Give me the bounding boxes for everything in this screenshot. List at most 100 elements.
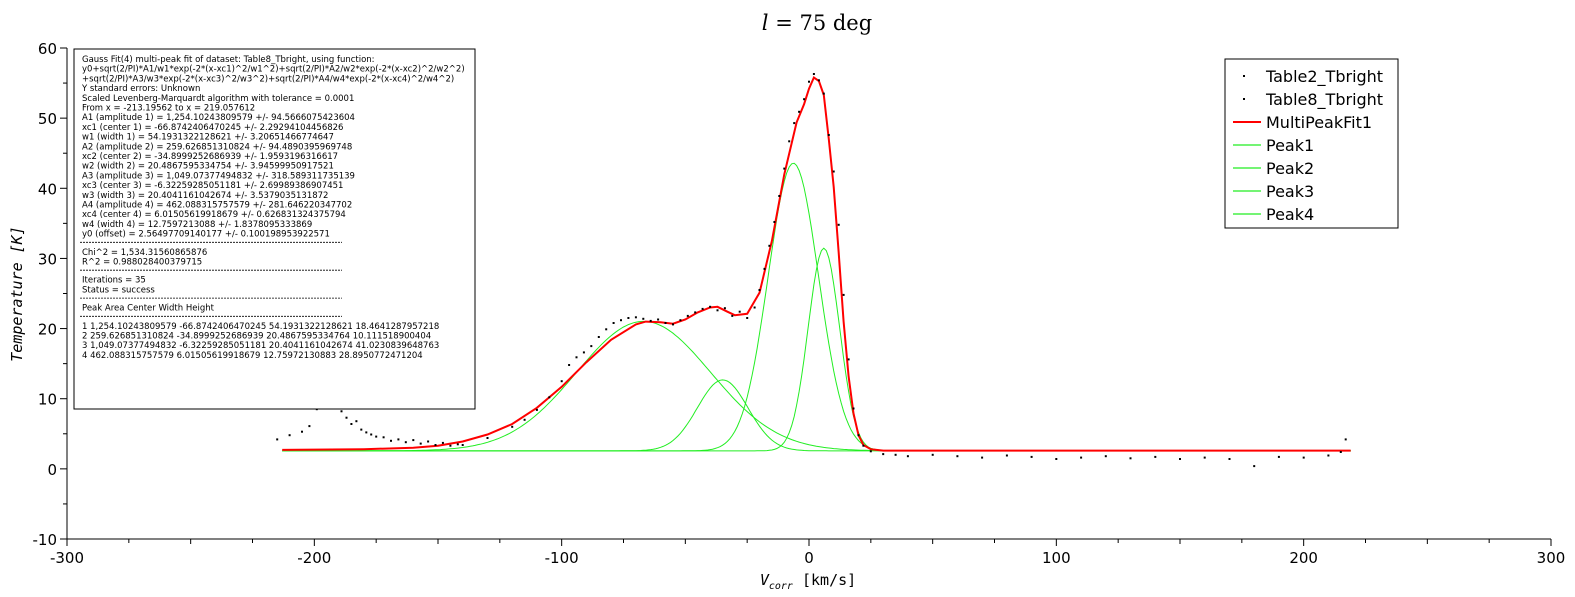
annotation-line: xc4 (center 4) = 6.01505619918679 +/- 0.…	[82, 210, 346, 220]
y-tick-label: 20	[38, 321, 57, 339]
annotation-line: xc3 (center 3) = -6.32259285051181 +/- 2…	[82, 181, 343, 191]
annotation-line: w3 (width 3) = 20.4041161042674 +/- 3.53…	[82, 191, 328, 201]
data-point	[1005, 454, 1008, 457]
legend-items: Table2_Tbright Table8_Tbright MultiPeakFit…	[1233, 67, 1383, 224]
data-point	[340, 410, 343, 413]
y-axis-title: Temperature [K]	[8, 226, 26, 361]
y-tick-label: 40	[38, 180, 57, 198]
annotation-line: Iterations = 35	[82, 276, 146, 286]
data-point	[1030, 455, 1033, 458]
data-point	[397, 438, 400, 441]
data-point	[1104, 455, 1107, 458]
data-point	[345, 416, 348, 419]
data-point	[808, 80, 810, 83]
data-point	[827, 134, 830, 136]
annotation-line: xc2 (center 2) = -34.8999252686939 +/- 1…	[82, 152, 338, 162]
data-point	[812, 73, 815, 75]
data-point	[773, 221, 776, 223]
data-point	[731, 314, 734, 317]
chart-title: l = 75 deg	[762, 11, 872, 35]
legend-item-peak4[interactable]: Peak4	[1266, 205, 1314, 224]
data-point	[1327, 454, 1330, 457]
annotation-line: w4 (width 4) = 12.7597213088 +/- 1.83780…	[82, 220, 312, 230]
data-point	[1228, 458, 1231, 460]
legend-item-peak1[interactable]: Peak1	[1266, 136, 1314, 155]
data-point	[308, 425, 311, 428]
x-tick-label: -100	[545, 549, 579, 567]
data-point	[456, 443, 459, 446]
data-point	[664, 322, 667, 324]
data-point	[370, 433, 373, 436]
annotation-line: A4 (amplitude 4) = 462.088315757579 +/- …	[82, 201, 352, 211]
data-point	[906, 455, 909, 458]
data-point	[461, 444, 464, 446]
annotation-line: A1 (amplitude 1) = 1,254.10243809579 +/-…	[82, 113, 355, 123]
data-point	[449, 444, 452, 447]
data-point	[511, 425, 514, 428]
annotation-line: Peak Area Center Width Height	[82, 304, 215, 314]
data-point	[981, 456, 984, 459]
data-point	[350, 423, 353, 425]
data-point	[931, 453, 934, 456]
data-point	[355, 420, 358, 423]
data-point	[738, 310, 741, 313]
data-point	[716, 309, 719, 312]
data-point	[832, 170, 835, 173]
legend-marker	[1243, 98, 1245, 100]
data-point	[301, 430, 303, 433]
data-point	[788, 140, 791, 143]
data-point	[649, 319, 652, 322]
y-tick-label: -10	[33, 531, 58, 549]
data-point	[1055, 458, 1058, 460]
data-point	[686, 314, 689, 317]
fit-curve-layer	[282, 75, 1351, 452]
data-point	[434, 444, 437, 446]
data-point	[1080, 456, 1083, 459]
y-tick-label: 0	[47, 461, 57, 479]
data-point	[817, 79, 820, 82]
data-point	[694, 311, 697, 314]
data-point	[857, 434, 860, 437]
legend-item-table2_tbright[interactable]: Table2_Tbright	[1265, 67, 1383, 87]
legend-item-peak3[interactable]: Peak3	[1266, 182, 1314, 201]
data-point	[852, 407, 855, 410]
data-point	[535, 408, 538, 411]
data-point	[803, 98, 806, 101]
data-point	[548, 396, 551, 399]
data-point	[590, 345, 593, 348]
legend-item-peak2[interactable]: Peak2	[1266, 159, 1314, 178]
data-point	[822, 92, 825, 95]
legend-frame	[1224, 58, 1399, 229]
annotation-line: 4 462.088315757579 6.01505619918679 12.7…	[82, 351, 423, 361]
y-ticks: -10 0 10 20 30 40 50 60	[33, 40, 67, 549]
data-point	[847, 358, 850, 361]
annotation-line: 2 259.626851310824 -34.8999252686939 20.…	[82, 332, 431, 342]
y-tick-label: 10	[38, 391, 57, 409]
data-point	[679, 319, 682, 322]
annotation-line: A2 (amplitude 2) = 259.626851310824 +/- …	[82, 142, 352, 152]
annotation-line: Y standard errors: Unknown	[81, 84, 200, 94]
annotation-line: +sqrt(2/PI)*A3/w3*exp(-2*(x-xc3)^2/w3^2)…	[82, 74, 454, 84]
data-point	[758, 289, 761, 291]
legend[interactable]: Table2_Tbright Table8_Tbright MultiPeakFit…	[1224, 58, 1399, 229]
data-point	[627, 317, 630, 319]
annotation-line: y0+sqrt(2/PI)*A1/w1*exp(-2*(x-xc1)^2/w1^…	[82, 65, 465, 75]
data-point	[1339, 451, 1342, 453]
annotation-frame	[73, 48, 476, 410]
data-point	[837, 223, 840, 226]
data-point	[1277, 455, 1280, 458]
chart-title-variable: l	[762, 11, 769, 35]
legend-item-multipeakfit1[interactable]: MultiPeakFit1	[1266, 113, 1372, 132]
legend-marker	[1243, 75, 1245, 77]
fit-annotation-box: Gauss Fit(4) multi-peak fit of dataset: …	[73, 48, 476, 410]
data-point	[672, 323, 674, 326]
x-tick-label: 0	[804, 549, 814, 567]
data-point	[882, 453, 885, 456]
data-point	[793, 122, 796, 125]
data-point	[709, 305, 712, 308]
data-point	[605, 328, 608, 331]
annotation-line: xc1 (center 1) = -66.8742406470245 +/- 2…	[82, 123, 343, 133]
annotation-line: From x = -213.19562 to x = 219.057612	[82, 104, 255, 114]
legend-item-table8_tbright[interactable]: Table8_Tbright	[1265, 90, 1383, 110]
data-point	[404, 441, 407, 444]
